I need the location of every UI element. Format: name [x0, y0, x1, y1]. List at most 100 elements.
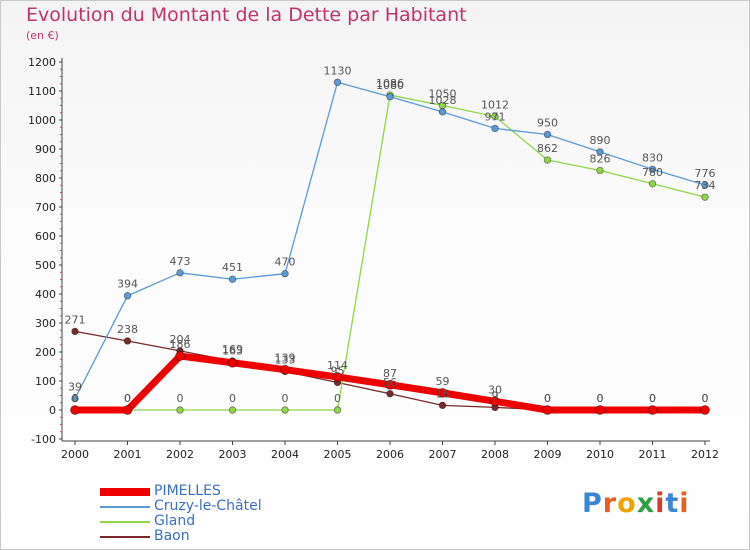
data-point-gland: [648, 180, 657, 188]
x-tick-label: 2011: [639, 448, 667, 461]
data-point-cruzy-le-ch-tel: [176, 269, 184, 277]
legend-item-pimelles: PIMELLES: [100, 483, 400, 499]
data-label-cruzy-le-ch-tel: 470: [275, 256, 296, 269]
data-point-gland: [333, 406, 342, 414]
data-point-cruzy-le-ch-tel: [228, 275, 237, 283]
legend-item-cruzy-le-ch-tel: Cruzy-le-Châtel: [100, 498, 400, 514]
y-tick-label: 500: [35, 259, 56, 272]
data-label-pimelles: 114: [327, 359, 348, 372]
y-tick-label: 700: [35, 201, 56, 214]
y-tick-label: -100: [31, 433, 56, 446]
data-label-pimelles: 0: [597, 392, 604, 405]
y-tick-label: 100: [35, 375, 56, 388]
x-tick-label: 2008: [481, 448, 509, 461]
legend-item-baon: Baon: [100, 528, 400, 544]
data-label-cruzy-le-ch-tel: 830: [642, 151, 663, 164]
data-point-cruzy-le-ch-tel: [71, 394, 79, 403]
data-label-cruzy-le-ch-tel: 950: [537, 117, 558, 130]
data-label-gland: 0: [124, 392, 131, 405]
data-label-pimelles: 139: [275, 352, 296, 365]
data-label-gland: 1086: [376, 77, 404, 90]
legend-swatch: [100, 506, 150, 508]
data-label-baon: 169: [222, 343, 243, 356]
data-label-gland: 0: [282, 392, 289, 405]
data-point-cruzy-le-ch-tel: [491, 124, 499, 133]
data-point-gland: [701, 193, 709, 201]
x-tick-label: 2012: [691, 448, 719, 461]
data-point-baon: [123, 337, 132, 345]
proxiti-logo: Proxiti: [582, 488, 690, 519]
data-label-pimelles: 0: [124, 392, 131, 405]
x-tick-label: 2004: [271, 448, 299, 461]
data-point-pimelles: [542, 405, 553, 415]
data-label-pimelles: 87: [383, 367, 397, 380]
x-tick-label: 2009: [534, 448, 562, 461]
data-label-pimelles: 186: [170, 338, 191, 351]
data-label-pimelles: 163: [222, 345, 243, 358]
data-point-gland: [596, 166, 604, 175]
y-tick-label: 1000: [28, 114, 56, 127]
data-point-pimelles: [385, 379, 395, 390]
data-label-gland: 826: [590, 152, 611, 165]
legend-label: Cruzy-le-Châtel: [154, 498, 262, 514]
data-label-baon: 0: [597, 392, 604, 405]
data-point-baon: [71, 327, 79, 336]
data-point-gland: [491, 112, 499, 121]
data-point-cruzy-le-ch-tel: [333, 78, 342, 86]
data-label-gland: 1012: [481, 99, 509, 112]
data-label-baon: 16: [436, 387, 450, 400]
data-label-gland: 734: [695, 179, 716, 192]
data-point-pimelles: [437, 387, 448, 398]
x-tick-label: 2010: [586, 448, 614, 461]
data-point-gland: [543, 156, 552, 164]
data-label-cruzy-le-ch-tel: 39: [68, 381, 82, 394]
data-point-pimelles: [647, 405, 658, 415]
data-label-pimelles: 0: [649, 392, 656, 405]
y-tick-label: 0: [49, 404, 56, 417]
data-point-baon: [386, 390, 394, 398]
logo-letter: i: [655, 488, 666, 519]
data-label-baon: 56: [383, 376, 397, 389]
y-tick-label: 900: [35, 143, 56, 156]
legend-label: PIMELLES: [154, 483, 221, 499]
data-point-pimelles: [332, 372, 343, 382]
data-point-pimelles: [490, 396, 500, 407]
data-point-cruzy-le-ch-tel: [281, 270, 289, 278]
data-label-cruzy-le-ch-tel: 890: [590, 134, 611, 147]
data-point-pimelles: [227, 357, 238, 368]
data-label-pimelles: 30: [488, 383, 502, 396]
data-label-gland: 0: [177, 392, 184, 405]
data-point-pimelles: [280, 364, 290, 375]
data-label-cruzy-le-ch-tel: 971: [485, 110, 506, 123]
legend-item-gland: Gland: [100, 513, 400, 529]
y-tick-label: 1200: [28, 56, 56, 69]
data-point-cruzy-le-ch-tel: [543, 130, 552, 139]
logo-letter: t: [665, 488, 680, 519]
data-label-baon: 271: [65, 313, 86, 326]
y-tick-label: 400: [35, 288, 56, 301]
data-point-cruzy-le-ch-tel: [648, 165, 657, 173]
data-label-gland: 0: [334, 392, 341, 405]
data-label-pimelles: 0: [72, 392, 79, 405]
logo-letter: o: [617, 488, 637, 519]
data-label-cruzy-le-ch-tel: 1130: [324, 64, 352, 77]
x-tick-label: 2005: [324, 448, 352, 461]
data-label-cruzy-le-ch-tel: 1028: [429, 94, 457, 107]
data-point-pimelles: [70, 405, 80, 415]
data-label-baon: 204: [170, 333, 191, 346]
x-tick-label: 2003: [219, 448, 247, 461]
y-tick-label: 1100: [28, 85, 56, 98]
data-point-gland: [281, 406, 289, 414]
data-label-baon: 0: [702, 392, 709, 405]
data-point-pimelles: [595, 405, 605, 415]
chart-title: Evolution du Montant de la Dette par Hab…: [26, 4, 467, 26]
logo-letter: P: [582, 488, 603, 519]
data-label-gland: 0: [72, 392, 79, 405]
legend-swatch: [100, 521, 150, 523]
y-tick-label: 200: [35, 346, 56, 359]
data-point-cruzy-le-ch-tel: [701, 181, 709, 189]
logo-letter: r: [602, 488, 618, 519]
y-tick-label: 300: [35, 317, 56, 330]
x-tick-label: 2001: [114, 448, 142, 461]
